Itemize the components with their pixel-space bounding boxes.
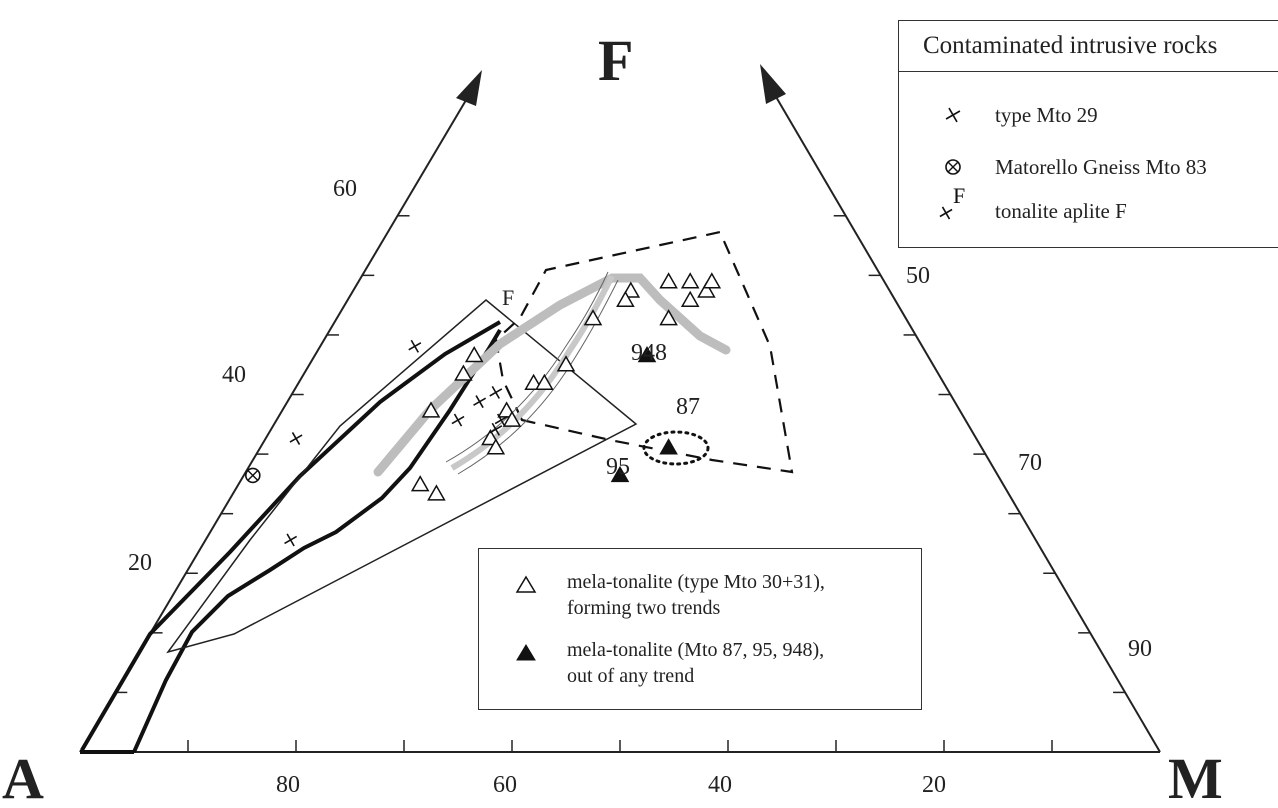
open-triangle-point: [421, 401, 441, 418]
dotted-ellipse: [642, 430, 710, 466]
svg-text:F: F: [953, 185, 965, 208]
filled-triangle-point: [637, 346, 657, 363]
filled-triangle-point: [659, 438, 678, 455]
point-label-95: 95: [606, 454, 630, 480]
left-axis-arrowhead: [456, 70, 482, 106]
filled-triangle-point: [610, 465, 630, 483]
point-label-948: 948: [631, 340, 667, 366]
left-tick-label-40: 40: [222, 362, 246, 388]
cross-f-point: [408, 339, 422, 353]
legend-label: mela-tonalite (type Mto 30+31), forming t…: [567, 571, 825, 619]
lower-trend-band-edge-1: [445, 271, 609, 463]
bottom-tick-label-60: 60: [493, 772, 517, 798]
bottom-tick-label-20: 20: [922, 772, 946, 798]
open-triangle-point: [659, 309, 678, 326]
open-triangle-point: [486, 438, 506, 455]
right-axis-line: [771, 89, 1161, 753]
right-tick-label-50: 50: [906, 263, 930, 289]
cross-point: [284, 533, 298, 547]
open-triangle-point: [464, 346, 484, 363]
thick-field-upper-boundary: [80, 320, 502, 752]
open-triangle-point: [697, 281, 716, 298]
open-triangle-point: [427, 484, 446, 501]
point-label-87: 87: [676, 394, 700, 420]
open-triangle-point: [680, 290, 700, 307]
open-triangle-point: [583, 309, 603, 326]
legend-row-type-mto-29: type Mto 29: [899, 95, 1278, 135]
cross-f-icon: F: [939, 185, 965, 220]
open-triangle-point: [659, 272, 678, 289]
legend-contaminated-rocks: Contaminated intrusive rocks type Mto 29…: [898, 20, 1278, 248]
data-markers: [245, 272, 722, 547]
open-triangle-point: [502, 410, 522, 427]
filled-triangle-icon: [516, 644, 536, 661]
cross-point: [489, 385, 503, 399]
cross-point: [451, 413, 465, 427]
cross-point: [473, 395, 487, 409]
legend-mela-tonalite: mela-tonalite (type Mto 30+31), forming t…: [478, 548, 922, 710]
right-tick-label-90: 90: [1128, 636, 1152, 662]
cross-icon: [945, 107, 961, 123]
legend-label: type Mto 29: [995, 103, 1098, 127]
cross-point: [289, 432, 303, 445]
vertex-label-f: F: [598, 28, 633, 93]
axis-ticks: [115, 215, 1126, 752]
open-triangle-point: [454, 364, 473, 381]
cross-point: [494, 413, 508, 427]
circle-cross-icon: [945, 159, 961, 175]
legend-title: Contaminated intrusive rocks: [899, 21, 1278, 72]
left-tick-label-60: 60: [333, 176, 357, 202]
open-triangle-point: [535, 373, 554, 390]
legend-row-matorello-gneiss: Matorello Gneiss Mto 83: [899, 147, 1278, 187]
open-triangle-point: [702, 272, 722, 289]
vertex-label-a: A: [2, 746, 44, 803]
legend-label: mela-tonalite (Mto 87, 95, 948), out of a…: [567, 639, 825, 687]
point-label-f: F: [502, 285, 514, 310]
open-triangle-point: [680, 272, 700, 289]
left-tick-label-20: 20: [128, 550, 152, 576]
bottom-tick-label-40: 40: [708, 772, 732, 798]
cross-point: [489, 422, 503, 436]
open-triangle-point: [616, 290, 635, 307]
circle-cross-point: [245, 467, 261, 484]
legend-label: tonalite aplite F: [995, 199, 1127, 223]
open-triangle-point: [410, 475, 430, 492]
right-axis-arrowhead: [760, 64, 786, 104]
right-tick-label-70: 70: [1018, 450, 1042, 476]
legend-row-tonalite-aplite: F tonalite aplite F: [899, 185, 1278, 231]
open-triangle-icon: [515, 575, 537, 593]
bottom-tick-label-80: 80: [276, 772, 300, 798]
thin-field-outline: [166, 299, 638, 654]
legend-label: Matorello Gneiss Mto 83: [995, 155, 1207, 179]
thick-field-lower-boundary: [132, 328, 502, 753]
open-triangle-point: [556, 355, 576, 372]
vertex-label-m: M: [1168, 746, 1223, 803]
